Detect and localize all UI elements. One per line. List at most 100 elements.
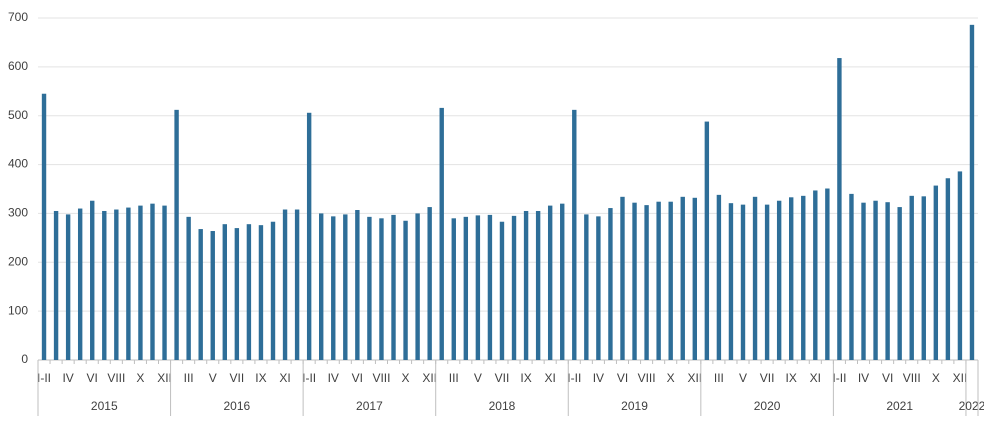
bar [77,208,83,360]
bar [716,194,722,360]
y-tick-label: 300 [8,206,28,220]
x-tick-label: X [402,371,410,385]
bar [849,193,854,360]
x-tick-label: VIII [638,371,656,385]
bar [331,216,336,360]
bar [246,224,252,360]
bar [451,218,456,360]
bar [343,214,348,360]
x-tick-label: X [136,371,144,385]
bar [668,201,673,360]
bar [801,195,806,360]
x-tick-label: V [474,371,482,385]
bar [174,109,179,360]
x-tick-label: III [449,371,459,385]
bar [885,202,890,360]
bar [367,216,372,360]
bar [945,178,951,360]
x-tick-label: XII [953,371,968,385]
bar [861,202,866,360]
x-tick-label: IV [858,371,869,385]
bar [547,205,553,360]
x-tick-label: VII [230,371,245,385]
bar [65,214,71,360]
y-tick-label: 100 [8,303,28,317]
bar [270,221,276,360]
x-tick-label: XI [545,371,556,385]
bar [138,205,143,360]
bar [620,196,625,360]
bar [282,209,288,360]
bar [535,210,541,360]
x-tick-label: VIII [903,371,921,385]
bar [427,207,432,360]
bar [319,213,324,360]
bar [584,214,589,360]
bar [463,216,469,360]
bar [475,215,481,360]
bar [102,210,107,360]
bar [162,205,167,360]
bar [572,109,577,360]
bar [632,202,637,360]
group-label: 2019 [621,399,648,413]
x-tick-label: VI [352,371,363,385]
bar [873,200,878,360]
bar [752,196,758,360]
bar [126,207,131,360]
x-tick-label: VIII [372,371,390,385]
bar [656,201,661,360]
bar [740,204,746,360]
x-tick-label: V [739,371,747,385]
bar [933,185,939,360]
bar [813,190,818,360]
x-tick-label: VI [882,371,893,385]
bar [511,215,517,360]
y-tick-label: 500 [8,108,28,122]
x-tick-label: VII [495,371,510,385]
bar [704,121,710,360]
bar [210,231,215,360]
bar [379,218,384,360]
x-tick-label: IX [520,371,531,385]
x-tick-label: X [932,371,940,385]
x-tick-label: IV [62,371,73,385]
x-tick-label: V [209,371,217,385]
x-tick-label: I-II [832,371,846,385]
bar [487,214,493,360]
bar [789,197,794,360]
bar [114,209,119,360]
x-tick-label: VII [760,371,775,385]
group-label: 2018 [489,399,516,413]
bar [415,213,420,360]
bar [608,208,613,360]
group-label: 2020 [754,399,781,413]
bar [391,214,396,360]
bar [644,205,649,360]
x-tick-label: XI [810,371,821,385]
x-tick-label: III [184,371,194,385]
y-tick-label: 200 [8,254,28,268]
bar [764,204,770,360]
bar [560,203,565,360]
bar [53,210,59,360]
y-tick-label: 400 [8,157,28,171]
bar [234,228,240,360]
x-tick-label: VI [87,371,98,385]
bar [897,207,902,360]
bar [150,203,155,360]
y-tick-label: 600 [8,59,28,73]
x-tick-label: VIII [107,371,125,385]
bar [198,229,203,360]
bar [596,216,601,360]
bar [921,196,926,360]
y-tick-label: 0 [21,352,28,366]
bar [692,197,697,360]
bar [439,107,444,360]
bar [909,195,914,360]
x-tick-label: IX [786,371,797,385]
x-tick-label: XI [279,371,290,385]
bar [523,210,529,360]
bar [837,58,842,360]
